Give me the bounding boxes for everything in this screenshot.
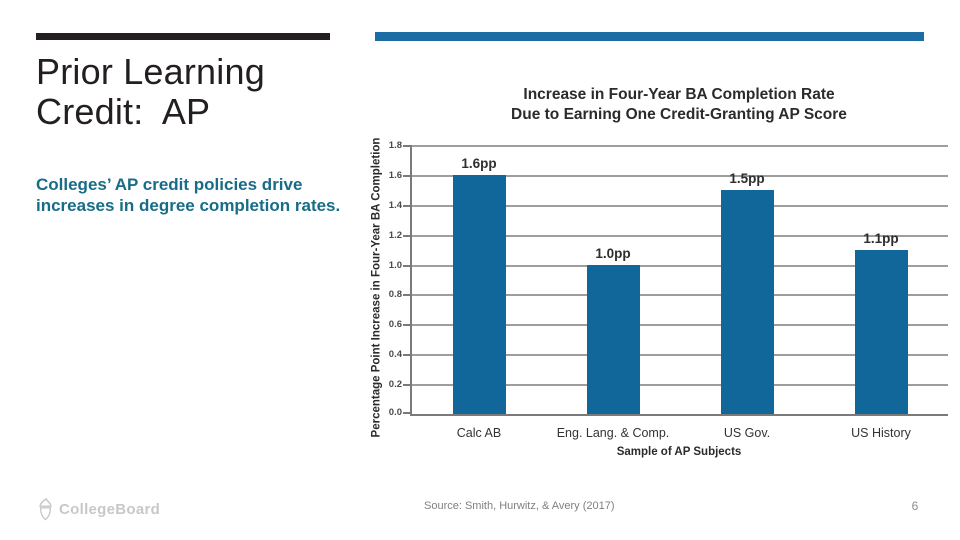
y-tick-label: 0.0: [388, 407, 402, 418]
y-tick-mark: [403, 175, 410, 177]
source-citation: Source: Smith, Hurwitz, & Avery (2017): [424, 500, 615, 512]
gridline: [412, 235, 948, 237]
bar-value-label: 1.1pp: [863, 230, 899, 246]
accent-bar-dark: [36, 33, 330, 40]
category-label: Calc AB: [456, 426, 502, 440]
gridline: [412, 324, 948, 326]
y-tick-mark: [403, 145, 410, 147]
bar-eng-lang-comp-: [586, 264, 640, 414]
gridline: [412, 294, 948, 296]
gridline: [412, 354, 948, 356]
y-tick-mark: [403, 354, 410, 356]
y-tick-label: 1.8: [388, 140, 402, 151]
bar-value-label: 1.6pp: [461, 155, 497, 171]
gridline: [412, 205, 948, 207]
chart-title: Increase in Four-Year BA Completion Rate…: [511, 86, 847, 123]
x-axis-label: Sample of AP Subjects: [616, 446, 742, 458]
bar-us-history: [854, 249, 908, 414]
accent-bar-blue: [375, 32, 924, 41]
category-label: US History: [851, 426, 911, 440]
gridline: [412, 265, 948, 267]
y-tick-label: 0.2: [388, 379, 402, 390]
y-tick-label: 0.6: [388, 319, 402, 330]
y-tick-label: 1.2: [388, 230, 402, 241]
y-tick-mark: [403, 384, 410, 386]
category-label: US Gov.: [723, 426, 771, 440]
y-tick-mark: [403, 412, 410, 414]
y-tick-label: 0.4: [388, 349, 402, 360]
y-tick-label: 1.0: [388, 260, 402, 271]
y-tick-mark: [403, 324, 410, 326]
slide-title: Prior Learning Credit: AP: [36, 51, 265, 132]
y-tick-label: 1.4: [388, 200, 402, 211]
y-tick-mark: [403, 205, 410, 207]
slide-subtitle: Colleges’ AP credit policies drive incre…: [36, 175, 341, 215]
gridline: [412, 384, 948, 386]
gridline: [412, 145, 948, 147]
logo-text: CollegeBoard: [59, 501, 161, 518]
y-tick-mark: [403, 235, 410, 237]
page-number: 6: [911, 499, 919, 513]
bar-chart: Increase in Four-Year BA Completion Rate…: [389, 85, 948, 460]
y-tick-label: 1.6: [388, 170, 402, 181]
y-tick-mark: [403, 265, 410, 267]
gridline: [412, 175, 948, 177]
bar-calc-ab: [452, 174, 506, 414]
category-label: Eng. Lang. & Comp.: [556, 426, 670, 440]
acorn-icon: [39, 498, 52, 521]
y-tick-mark: [403, 294, 410, 296]
bar-us-gov-: [720, 189, 774, 414]
y-axis-label: Percentage Point Increase in Four-Year B…: [370, 137, 383, 438]
bar-value-label: 1.5pp: [729, 170, 765, 186]
y-tick-label: 0.8: [388, 289, 402, 300]
collegeboard-logo: CollegeBoard: [36, 498, 160, 521]
bar-value-label: 1.0pp: [595, 245, 631, 261]
plot-area: 0.0 0.2 0.4 0.6 0.8 1.0 1.2 1.4 1.6 1.8 1.6pp Calc …: [389, 140, 948, 440]
